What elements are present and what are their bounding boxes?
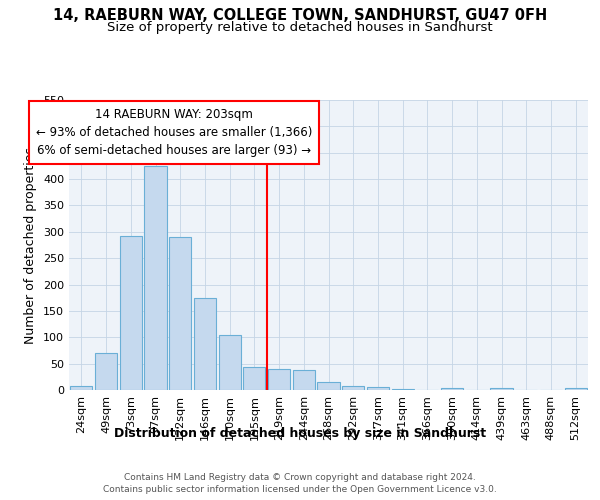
Bar bbox=[95, 353, 117, 390]
Text: 14 RAEBURN WAY: 203sqm
← 93% of detached houses are smaller (1,366)
6% of semi-d: 14 RAEBURN WAY: 203sqm ← 93% of detached… bbox=[36, 108, 312, 157]
Bar bbox=[145, 166, 167, 390]
Text: Size of property relative to detached houses in Sandhurst: Size of property relative to detached ho… bbox=[107, 21, 493, 34]
Bar bbox=[218, 334, 241, 390]
Bar bbox=[194, 298, 216, 390]
Bar bbox=[490, 388, 512, 390]
Text: 14, RAEBURN WAY, COLLEGE TOWN, SANDHURST, GU47 0FH: 14, RAEBURN WAY, COLLEGE TOWN, SANDHURST… bbox=[53, 8, 547, 22]
Bar bbox=[441, 388, 463, 390]
Bar bbox=[243, 367, 265, 390]
Bar bbox=[565, 388, 587, 390]
Bar bbox=[392, 389, 414, 390]
Bar bbox=[317, 382, 340, 390]
Bar bbox=[268, 369, 290, 390]
Text: Distribution of detached houses by size in Sandhurst: Distribution of detached houses by size … bbox=[114, 428, 486, 440]
Bar bbox=[342, 386, 364, 390]
Text: Contains HM Land Registry data © Crown copyright and database right 2024.: Contains HM Land Registry data © Crown c… bbox=[124, 472, 476, 482]
Bar bbox=[293, 370, 315, 390]
Y-axis label: Number of detached properties: Number of detached properties bbox=[25, 146, 37, 344]
Text: Contains public sector information licensed under the Open Government Licence v3: Contains public sector information licen… bbox=[103, 485, 497, 494]
Bar bbox=[169, 237, 191, 390]
Bar bbox=[70, 386, 92, 390]
Bar bbox=[367, 388, 389, 390]
Bar bbox=[119, 236, 142, 390]
